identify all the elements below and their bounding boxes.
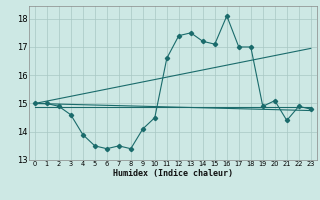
- X-axis label: Humidex (Indice chaleur): Humidex (Indice chaleur): [113, 169, 233, 178]
